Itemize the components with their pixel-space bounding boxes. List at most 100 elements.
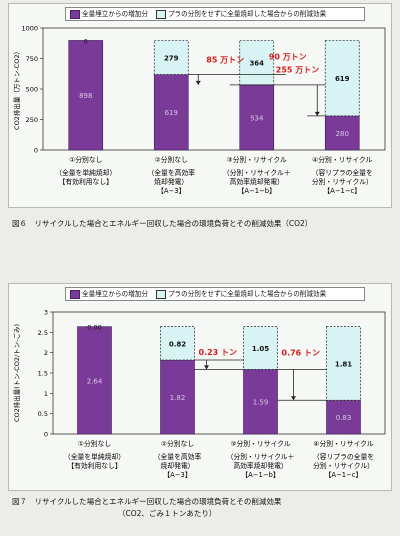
- legend-label-increase: 全量埋立からの増加分: [82, 290, 148, 298]
- category-label: 【A−1−c】: [323, 187, 361, 195]
- category-label: （全量を単純焼却）: [64, 452, 125, 461]
- bar-reduction: [160, 326, 195, 361]
- category-label: ③分別・リサイクル: [230, 439, 290, 448]
- y-tick-label: 2.5: [38, 329, 48, 337]
- category-label: （容リプラの全量を: [313, 452, 374, 461]
- annotation-label: 85 万トン: [206, 55, 244, 64]
- bar-increase: [160, 359, 195, 435]
- bar-increase: [239, 84, 275, 151]
- bar-increase-label: 1.82: [170, 394, 186, 402]
- bar-reduction: [326, 326, 361, 401]
- category-label: （全量を高効率: [147, 168, 195, 177]
- category-label: 【A−1−b】: [238, 187, 276, 195]
- bar-increase-label: 0.83: [336, 414, 352, 422]
- bar-reduction-label: 0.82: [169, 340, 186, 348]
- bar-increase-label: 1.59: [253, 399, 269, 407]
- annotation-arrow-head: [204, 365, 209, 370]
- y-tick-label: 1000: [21, 25, 38, 33]
- bar-increase-label: 619: [165, 109, 178, 117]
- legend-swatch-increase: [70, 289, 80, 299]
- category-label: ②分別なし: [161, 439, 194, 448]
- y-tick-label: 1: [44, 390, 48, 398]
- y-tick-label: 2: [44, 349, 48, 357]
- category-label: ②分別なし: [155, 155, 188, 164]
- legend-swatch-reduction: [155, 289, 166, 299]
- y-axis-label: CO2排出量（万トン-CO2）: [12, 48, 21, 130]
- y-tick-label: 250: [26, 116, 38, 124]
- bar-increase: [68, 40, 104, 151]
- legend-swatch-reduction: [155, 9, 166, 19]
- y-axis-label: CO2排出量(トン-CO2/トン-ごみ): [12, 324, 21, 422]
- category-label: 【A−1−b】: [241, 471, 279, 479]
- chart-panel-2: 全量埋立からの増加分 プラの分別をせずに全量焼却した場合からの削減効果 0 0.5…: [8, 283, 392, 491]
- category-label: 分別・リサイクル）: [312, 177, 373, 186]
- bar-increase: [243, 369, 278, 435]
- category-label: 【有効利用なし】: [67, 461, 121, 470]
- legend-1: 全量埋立からの増加分 プラの分別をせずに全量焼却した場合からの削減効果: [65, 7, 365, 21]
- category-label: ①分別なし: [69, 155, 102, 164]
- annotation-arrow-head: [195, 80, 201, 85]
- category-label: ①分別なし: [78, 439, 111, 448]
- bar-increase-label: 280: [336, 130, 349, 138]
- legend-label-increase: 全量埋立からの増加分: [82, 10, 148, 18]
- category-label: 高効率焼却発電）: [233, 461, 287, 470]
- figure-caption-1: 図６ リサイクルした場合とエネルギー回収した場合の環境負荷とその削減効果（CO2…: [12, 219, 313, 228]
- bar-reduction-label: 619: [335, 75, 350, 83]
- figure-caption-2: 図７ リサイクルした場合とエネルギー回収した場合の環境負荷とその削減効果: [12, 497, 282, 506]
- y-tick-label: 0: [34, 147, 38, 155]
- bar-reduction-label: 0: [84, 37, 88, 45]
- category-label: （分別・リサイクル＋: [227, 452, 295, 461]
- category-label: ④分別・リサイクル: [313, 439, 373, 448]
- category-label: 【A−3】: [157, 187, 185, 195]
- bar-increase-label: 898: [79, 92, 92, 100]
- y-tick-label: 0.5: [38, 410, 48, 418]
- annotation-arrow-head: [291, 396, 296, 401]
- category-label: （分別・リサイクル＋: [223, 168, 291, 177]
- y-tick-label: 500: [26, 86, 38, 94]
- chart-panel-1: 全量埋立からの増加分 プラの分別をせずに全量焼却した場合からの削減効果 0 250…: [8, 3, 392, 208]
- bar-reduction: [324, 39, 360, 117]
- legend-label-reduction: プラの分別をせずに全量焼却した場合からの削減効果: [167, 290, 327, 298]
- bar-increase: [77, 326, 112, 435]
- category-label: 焼却発電）: [161, 461, 195, 470]
- category-label: （容リプラの全量を: [312, 168, 373, 177]
- annotation-label: 90 万トン: [269, 52, 307, 61]
- chart-2: 0 0.5 1 1.5 2 2.5 3 CO2排出量(トン-CO2/トン-ごみ) 2.64 0.0…: [12, 309, 386, 479]
- category-label: 【A−3】: [163, 471, 191, 479]
- category-label: 【有効利用なし】: [59, 177, 113, 186]
- legend-swatch-increase: [70, 9, 80, 19]
- bar-reduction: [153, 40, 189, 75]
- bar-reduction: [243, 326, 278, 370]
- annotation-label: 0.76 トン: [282, 348, 321, 357]
- y-tick-label: 750: [26, 55, 38, 63]
- bar-reduction-label: 0.00: [87, 324, 101, 332]
- figure-caption-2-sub: （CO2、ごみ１トンあたり）: [118, 509, 217, 518]
- category-label: ④分別・リサイクル: [312, 155, 372, 164]
- annotation-arrow-head: [314, 111, 320, 116]
- bar-reduction-label: 1.81: [335, 360, 352, 368]
- annotation-label: 255 万トン: [276, 65, 319, 74]
- y-tick-label: 3: [44, 309, 48, 317]
- bar-increase: [326, 399, 361, 435]
- category-label: （全量を高効率: [154, 452, 202, 461]
- chart-1: 0 250 500 750 1000 CO2排出量（万トン-CO2） 898 0 ①分別なし （全…: [12, 25, 386, 195]
- bar-reduction: [239, 40, 275, 86]
- category-label: 分別・リサイクル）: [313, 461, 374, 470]
- category-label: 【A−1−c】: [325, 471, 363, 479]
- category-label: ③分別・リサイクル: [227, 155, 287, 164]
- bar-reduction-label: 364: [249, 60, 264, 68]
- bar-reduction-label: 1.05: [252, 345, 269, 353]
- annotation-label: 0.23 トン: [199, 348, 238, 357]
- bar-increase-label: 534: [250, 114, 264, 122]
- legend-2: 全量埋立からの増加分 プラの分別をせずに全量焼却した場合からの削減効果: [65, 287, 365, 301]
- legend-label-reduction: プラの分別をせずに全量焼却した場合からの削減効果: [167, 10, 327, 18]
- bar-increase-label: 2.64: [87, 377, 103, 385]
- category-label: （全量を単純焼却）: [55, 168, 116, 177]
- y-tick-label: 1.5: [38, 370, 48, 378]
- category-label: 高効率焼却発電）: [230, 177, 284, 186]
- bar-reduction-label: 279: [164, 54, 179, 62]
- bar-increase: [153, 74, 189, 151]
- y-tick-label: 0: [44, 431, 48, 439]
- category-label: 焼却発電）: [154, 177, 188, 186]
